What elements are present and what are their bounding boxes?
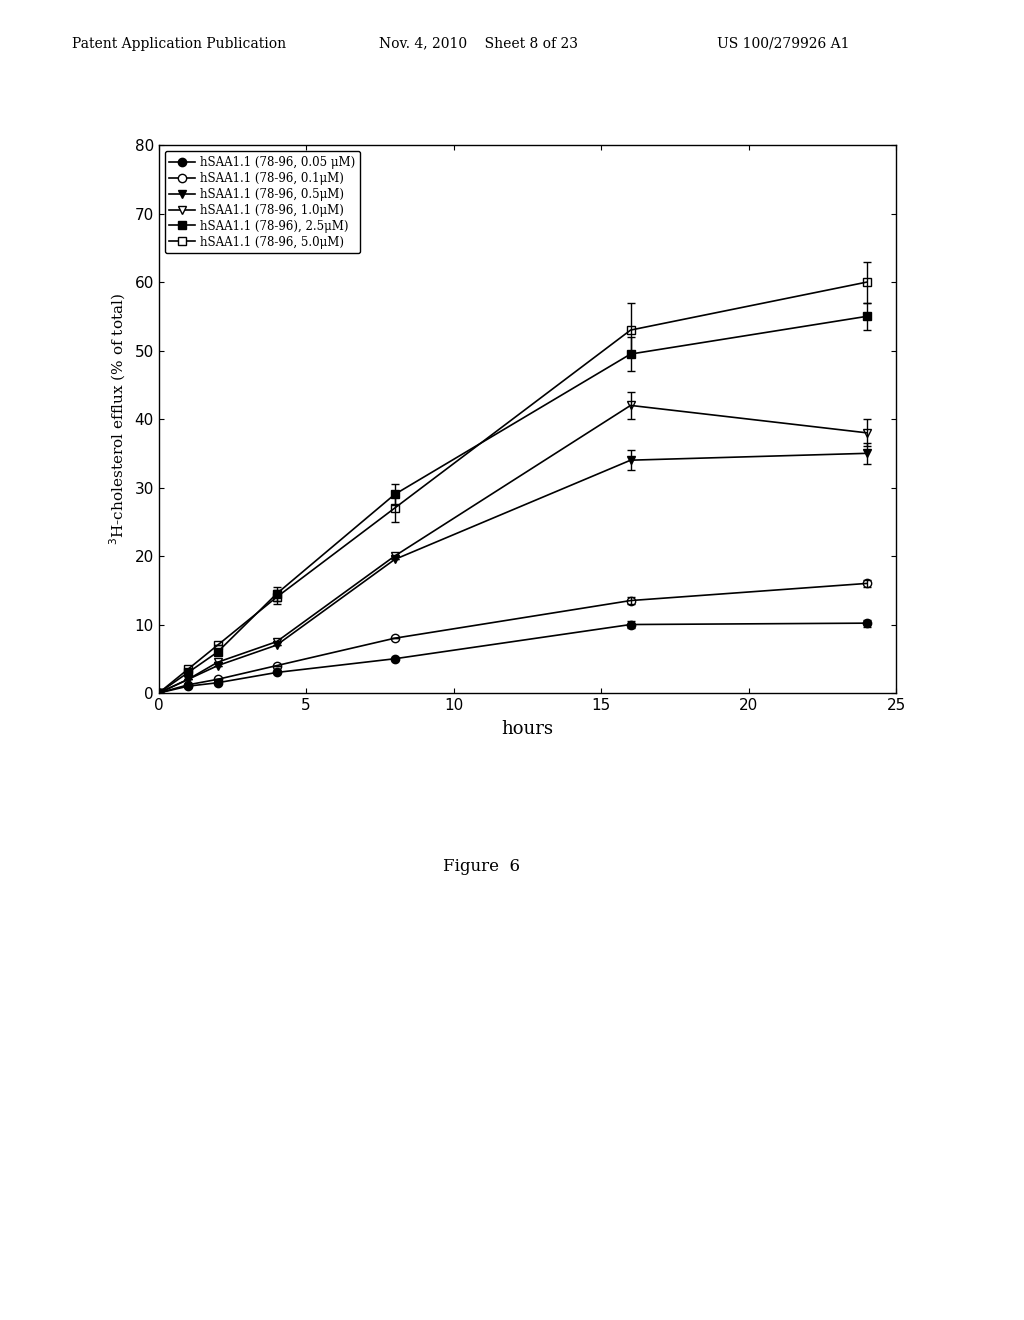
Y-axis label: $^3$H-cholesterol efflux (% of total): $^3$H-cholesterol efflux (% of total) — [108, 293, 128, 545]
Text: Figure  6: Figure 6 — [442, 858, 520, 875]
Text: Patent Application Publication: Patent Application Publication — [72, 37, 286, 50]
X-axis label: hours: hours — [502, 719, 553, 738]
Legend: hSAA1.1 (78-96, 0.05 μM), hSAA1.1 (78-96, 0.1μM), hSAA1.1 (78-96, 0.5μM), hSAA1.: hSAA1.1 (78-96, 0.05 μM), hSAA1.1 (78-96… — [165, 150, 360, 253]
Text: US 100/279926 A1: US 100/279926 A1 — [717, 37, 849, 50]
Text: Nov. 4, 2010    Sheet 8 of 23: Nov. 4, 2010 Sheet 8 of 23 — [379, 37, 578, 50]
